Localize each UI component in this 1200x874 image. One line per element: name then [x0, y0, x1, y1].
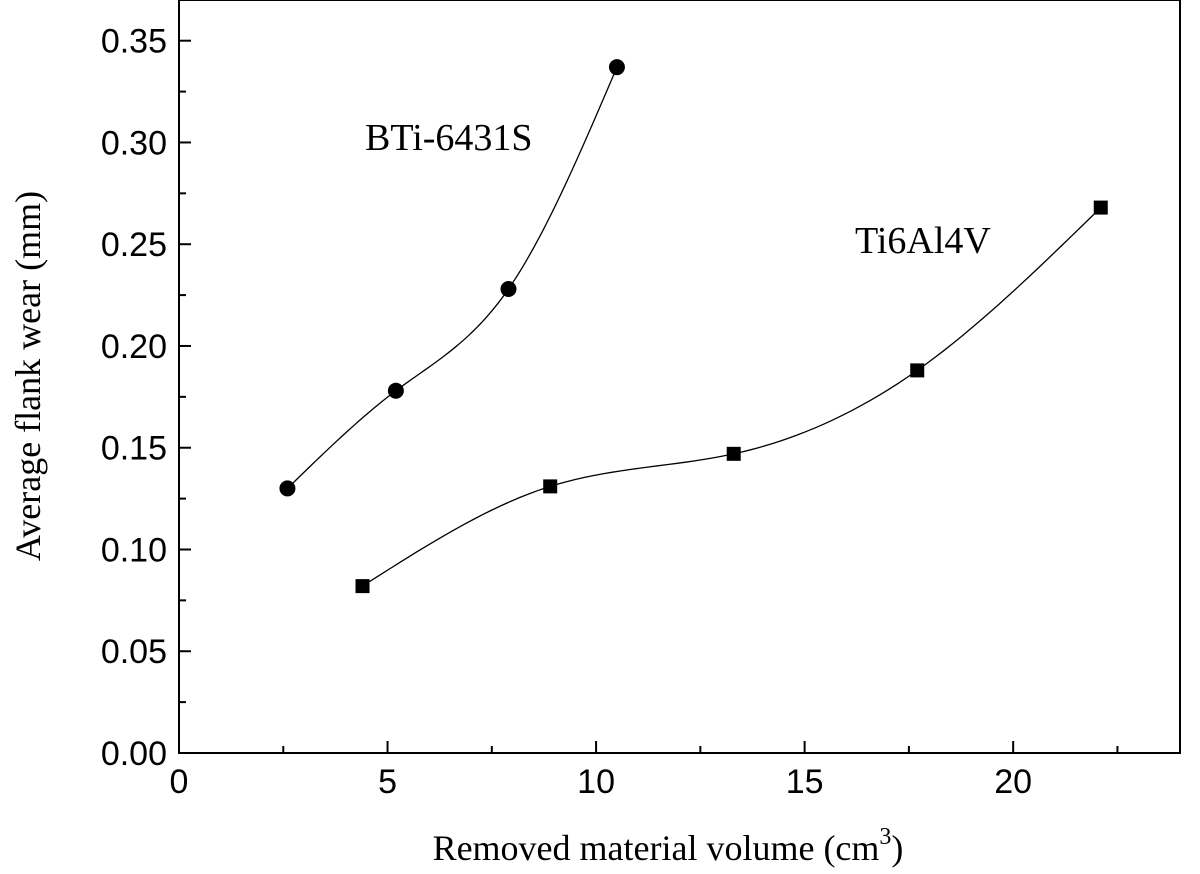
y-tick-label: 0.25	[101, 226, 167, 264]
y-axis-title: Average flank wear (mm)	[8, 191, 48, 561]
y-tick-label: 0.00	[101, 735, 167, 773]
x-tick-label: 0	[170, 763, 189, 801]
y-tick-label: 0.15	[101, 430, 167, 468]
data-point-circle	[387, 382, 404, 399]
fit-line-series-1	[286, 66, 618, 489]
marker-layer	[279, 59, 1108, 594]
x-axis-title-close: )	[891, 828, 903, 868]
label-layer: 0 5 10 15 20 0.00 0.05 0.10 0.15 0.20 0.25 0.30 0.35	[101, 23, 1032, 801]
x-tick-label: 5	[378, 763, 397, 801]
y-tick-label: 0.35	[101, 23, 167, 61]
data-point-circle	[279, 480, 296, 497]
ticks-layer	[178, 39, 1119, 754]
x-tick-label: 20	[994, 763, 1032, 801]
data-point-square	[1093, 200, 1108, 215]
series-label-ti6al4v: Ti6Al4V	[855, 220, 991, 262]
fit-line-series-2	[362, 207, 1102, 587]
x-axis-title: Removed material volume (cm3)	[433, 824, 904, 868]
data-point-square	[910, 363, 925, 378]
data-point-square	[726, 446, 741, 461]
y-tick-label: 0.30	[101, 124, 167, 162]
x-tick-label: 10	[577, 763, 615, 801]
data-point-square	[543, 479, 558, 494]
x-axis-title-main: Removed material volume (cm	[433, 828, 880, 868]
data-point-circle	[608, 59, 625, 76]
y-tick-label: 0.20	[101, 328, 167, 366]
data-point-circle	[500, 280, 517, 297]
data-point-square	[355, 579, 370, 594]
y-tick-label: 0.05	[101, 633, 167, 671]
x-axis-title-sup: 3	[879, 824, 891, 850]
series-label-bti-6431s: BTi-6431S	[365, 117, 533, 159]
plot-frame	[178, 0, 1181, 754]
y-tick-label: 0.10	[101, 531, 167, 569]
x-tick-label: 15	[786, 763, 824, 801]
